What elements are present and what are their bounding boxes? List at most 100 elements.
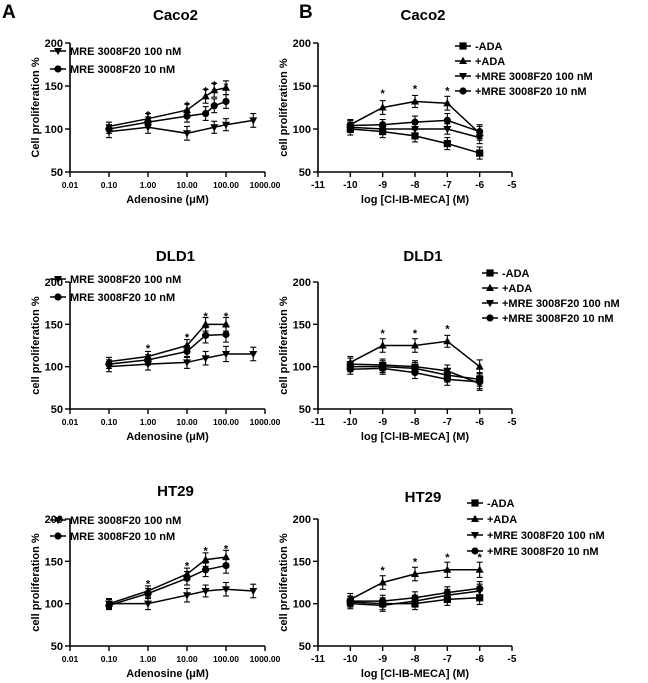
significance-star: *	[445, 85, 450, 97]
series-3	[105, 317, 230, 367]
y-tick-label: 50	[51, 404, 63, 416]
y-tick-label: 150	[45, 556, 63, 568]
data-point	[201, 587, 210, 596]
x-tick-label: 1.00	[140, 654, 157, 664]
y-tick-label: 100	[45, 599, 63, 611]
data-point	[183, 130, 191, 138]
legend-marker	[459, 42, 467, 50]
legend-item: +MRE 3008F20 100 nM	[482, 298, 620, 310]
x-tick-label: 1000.00	[250, 417, 281, 427]
series-2	[105, 326, 230, 369]
data-point	[443, 140, 451, 148]
legend-marker	[486, 269, 494, 277]
x-tick-label: 1.00	[140, 180, 157, 190]
data-point	[443, 367, 452, 376]
significance-star: *	[381, 565, 386, 577]
series-2	[346, 334, 484, 374]
x-tick-label: -7	[443, 654, 452, 665]
x-axis-label: log [Cl-IB-MECA] (M)	[361, 431, 469, 443]
significance-star: *	[381, 88, 386, 100]
legend-label: +MRE 3008F20 10 nM	[475, 86, 587, 98]
y-axis-label: cell proliferation %	[30, 296, 42, 395]
data-point	[411, 368, 419, 377]
x-tick-label: 10.00	[176, 654, 198, 664]
x-tick-label: 100.00	[213, 417, 239, 427]
data-point	[222, 350, 230, 359]
x-axis-label: Adenosine (μM)	[126, 431, 209, 443]
legend-marker	[54, 293, 62, 301]
legend-label: MRE 3008F20 100 nM	[70, 46, 181, 58]
x-axis-label: Adenosine (μM)	[126, 668, 209, 680]
data-point	[201, 555, 210, 563]
series-4	[346, 361, 484, 390]
legend-label: -ADA	[475, 41, 503, 53]
data-point	[222, 552, 230, 561]
data-point	[476, 378, 484, 386]
legend-item: -ADA	[482, 268, 530, 280]
y-tick-label: 200	[293, 514, 311, 526]
data-point	[144, 124, 152, 132]
legend-marker	[54, 65, 62, 73]
significance-star: *	[185, 561, 190, 573]
legend-marker	[54, 276, 62, 284]
data-point	[379, 121, 387, 129]
data-point	[202, 566, 210, 574]
data-point	[144, 114, 152, 122]
data-point	[476, 149, 484, 157]
data-point	[411, 132, 419, 140]
legend-marker	[471, 532, 479, 540]
chart-6: HT29 50 100 150 200 -11 -10 -9 -8 -7 -6 -5 log [Cl-I…	[278, 489, 605, 680]
y-tick-label: 200	[45, 38, 63, 50]
x-axis-label: log [Cl-IB-MECA] (M)	[361, 668, 469, 680]
legend-item: +ADA	[467, 514, 517, 526]
series-3	[105, 549, 230, 609]
data-point	[411, 594, 419, 602]
x-tick-label: -5	[508, 654, 517, 665]
legend-marker	[459, 73, 467, 81]
panel-letter-b: B	[299, 2, 313, 23]
legend-item: MRE 3008F20 10 nM	[50, 64, 175, 76]
data-point	[201, 92, 210, 100]
data-point	[443, 375, 451, 383]
chart-title: DLD1	[156, 248, 195, 265]
data-point	[443, 337, 452, 345]
data-point	[210, 102, 218, 110]
data-point	[346, 365, 354, 373]
x-tick-label: 0.01	[62, 417, 79, 427]
data-point	[222, 97, 230, 106]
x-tick-label: -10	[343, 417, 358, 428]
legend-item: MRE 3008F20 100 nM	[50, 274, 181, 286]
series-line	[108, 119, 254, 135]
x-tick-label: 0.01	[62, 180, 79, 190]
data-point	[443, 589, 451, 597]
y-tick-label: 150	[293, 556, 311, 568]
x-axis-label: Adenosine (μM)	[126, 194, 209, 206]
data-point	[443, 565, 452, 573]
legend-marker	[486, 300, 494, 308]
significance-star: *	[203, 311, 208, 323]
x-tick-label: -5	[508, 417, 517, 428]
series-1	[105, 112, 258, 141]
data-point	[105, 599, 113, 607]
legend-label: +MRE 3008F20 100 nM	[487, 530, 605, 542]
legend-marker	[471, 499, 479, 507]
legend-label: +ADA	[502, 283, 532, 295]
x-tick-label: -9	[378, 180, 387, 191]
significance-star: *	[203, 85, 208, 97]
chart-2: Caco2 50 100 150 200 -11 -10 -9 -8 -7 -6 -5 log [Cl-…	[278, 7, 593, 206]
legend-marker	[459, 56, 467, 64]
legend-label: MRE 3008F20 100 nM	[70, 515, 181, 527]
data-point	[183, 569, 191, 578]
y-axis-label: cell proliferation %	[30, 533, 42, 632]
legend-marker	[486, 283, 494, 291]
x-tick-label: -5	[508, 180, 517, 191]
data-point	[222, 320, 230, 328]
significance-star: *	[413, 556, 418, 568]
data-point	[210, 124, 219, 132]
chart-title: HT29	[405, 489, 442, 506]
y-tick-label: 100	[45, 124, 63, 136]
panel-letter-a: A	[2, 2, 16, 23]
legend-label: MRE 3008F20 10 nM	[70, 64, 175, 76]
data-point	[183, 359, 191, 367]
